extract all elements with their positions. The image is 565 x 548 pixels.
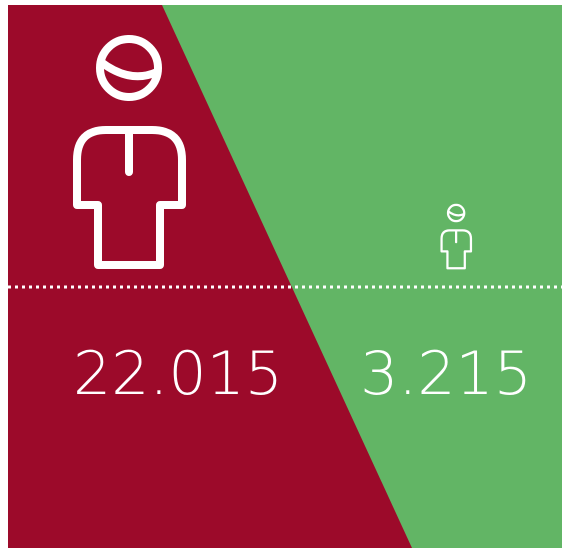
value-left: 22.015 (73, 339, 283, 409)
value-right: 3.215 (360, 339, 532, 409)
red-area (8, 5, 412, 548)
